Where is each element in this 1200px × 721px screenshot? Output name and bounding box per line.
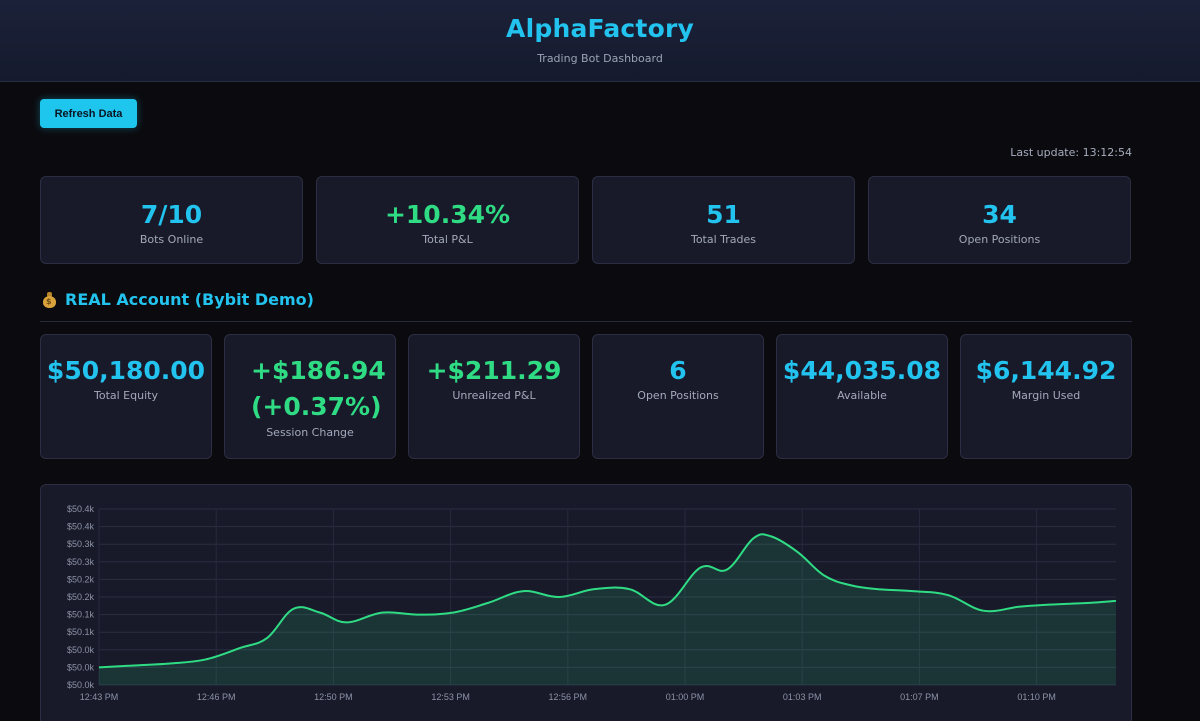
app-header: AlphaFactory Trading Bot Dashboard bbox=[0, 0, 1200, 82]
equity-area-fill bbox=[99, 534, 1116, 685]
account-value: $6,144.92 bbox=[975, 356, 1117, 385]
stat-value: 7/10 bbox=[140, 200, 203, 229]
y-tick-label: $50.3k bbox=[67, 539, 95, 549]
account-card-unrealized-pnl: +$211.29 Unrealized P&L bbox=[408, 334, 580, 459]
account-label: Open Positions bbox=[637, 389, 719, 403]
stat-card-total-pnl: +10.34% Total P&L bbox=[316, 176, 579, 264]
y-tick-label: $50.2k bbox=[67, 592, 95, 602]
last-update-text: Last update: 13:12:54 bbox=[1010, 146, 1132, 159]
account-card-session-change: +$186.94 (+0.37%) Session Change bbox=[224, 334, 396, 459]
account-section-title: $ REAL Account (Bybit Demo) bbox=[42, 290, 314, 309]
y-tick-label: $50.0k bbox=[67, 680, 95, 690]
account-value: 6 bbox=[669, 356, 687, 385]
refresh-data-button[interactable]: Refresh Data bbox=[40, 99, 137, 128]
account-card-total-equity: $50,180.00 Total Equity bbox=[40, 334, 212, 459]
y-tick-label: $50.4k bbox=[67, 522, 95, 532]
stat-card-bots-online: 7/10 Bots Online bbox=[40, 176, 303, 264]
x-tick-label: 01:03 PM bbox=[783, 692, 822, 702]
section-divider bbox=[40, 321, 1132, 322]
app-subtitle: Trading Bot Dashboard bbox=[537, 52, 663, 65]
equity-line bbox=[98, 533, 1117, 669]
x-tick-label: 12:46 PM bbox=[197, 692, 236, 702]
x-tick-label: 01:00 PM bbox=[666, 692, 705, 702]
account-label: Available bbox=[837, 389, 887, 403]
stat-value: 34 bbox=[982, 200, 1017, 229]
account-value: $44,035.08 bbox=[782, 356, 942, 385]
account-label: Session Change bbox=[266, 425, 354, 439]
stat-value: 51 bbox=[706, 200, 741, 229]
stat-label: Bots Online bbox=[139, 233, 204, 247]
y-tick-label: $50.4k bbox=[67, 504, 95, 514]
money-bag-icon: $ bbox=[42, 291, 57, 308]
account-value: +$186.94 (+0.37%) bbox=[251, 356, 386, 422]
y-tick-label: $50.1k bbox=[67, 627, 95, 637]
y-tick-label: $50.0k bbox=[67, 645, 95, 655]
stat-card-total-trades: 51 Total Trades bbox=[592, 176, 855, 264]
account-card-open-positions: 6 Open Positions bbox=[592, 334, 764, 459]
stat-value: +10.34% bbox=[384, 200, 511, 229]
account-title-text: REAL Account (Bybit Demo) bbox=[65, 290, 314, 309]
account-label: Unrealized P&L bbox=[452, 389, 536, 403]
stat-label: Open Positions bbox=[958, 233, 1041, 247]
y-tick-label: $50.0k bbox=[67, 662, 95, 672]
stat-label: Total Trades bbox=[690, 233, 757, 247]
app-title: AlphaFactory bbox=[506, 14, 694, 43]
account-label: Margin Used bbox=[1011, 389, 1081, 403]
account-value: $50,180.00 bbox=[46, 356, 206, 385]
x-tick-label: 12:50 PM bbox=[314, 692, 353, 702]
account-card-available: $44,035.08 Available bbox=[776, 334, 948, 459]
stat-label: Total P&L bbox=[422, 233, 473, 247]
account-label: Total Equity bbox=[94, 389, 158, 403]
x-tick-label: 12:43 PM bbox=[80, 692, 119, 702]
equity-chart: $50.0k $50.0k $50.0k $50.1k $50.1k $50.2k $50.… bbox=[67, 504, 1117, 702]
equity-chart-panel: $50.0k $50.0k $50.0k $50.1k $50.1k $50.2k $50.… bbox=[40, 484, 1132, 721]
x-tick-label: 12:53 PM bbox=[431, 692, 470, 702]
x-tick-label: 01:07 PM bbox=[900, 692, 939, 702]
y-tick-label: $50.1k bbox=[67, 610, 95, 620]
y-tick-label: $50.2k bbox=[67, 574, 95, 584]
x-tick-label: 12:56 PM bbox=[549, 692, 588, 702]
y-tick-label: $50.3k bbox=[67, 557, 95, 567]
account-card-margin-used: $6,144.92 Margin Used bbox=[960, 334, 1132, 459]
x-tick-label: 01:10 PM bbox=[1017, 692, 1056, 702]
stat-card-open-positions: 34 Open Positions bbox=[868, 176, 1131, 264]
account-value: +$211.29 bbox=[426, 356, 562, 385]
